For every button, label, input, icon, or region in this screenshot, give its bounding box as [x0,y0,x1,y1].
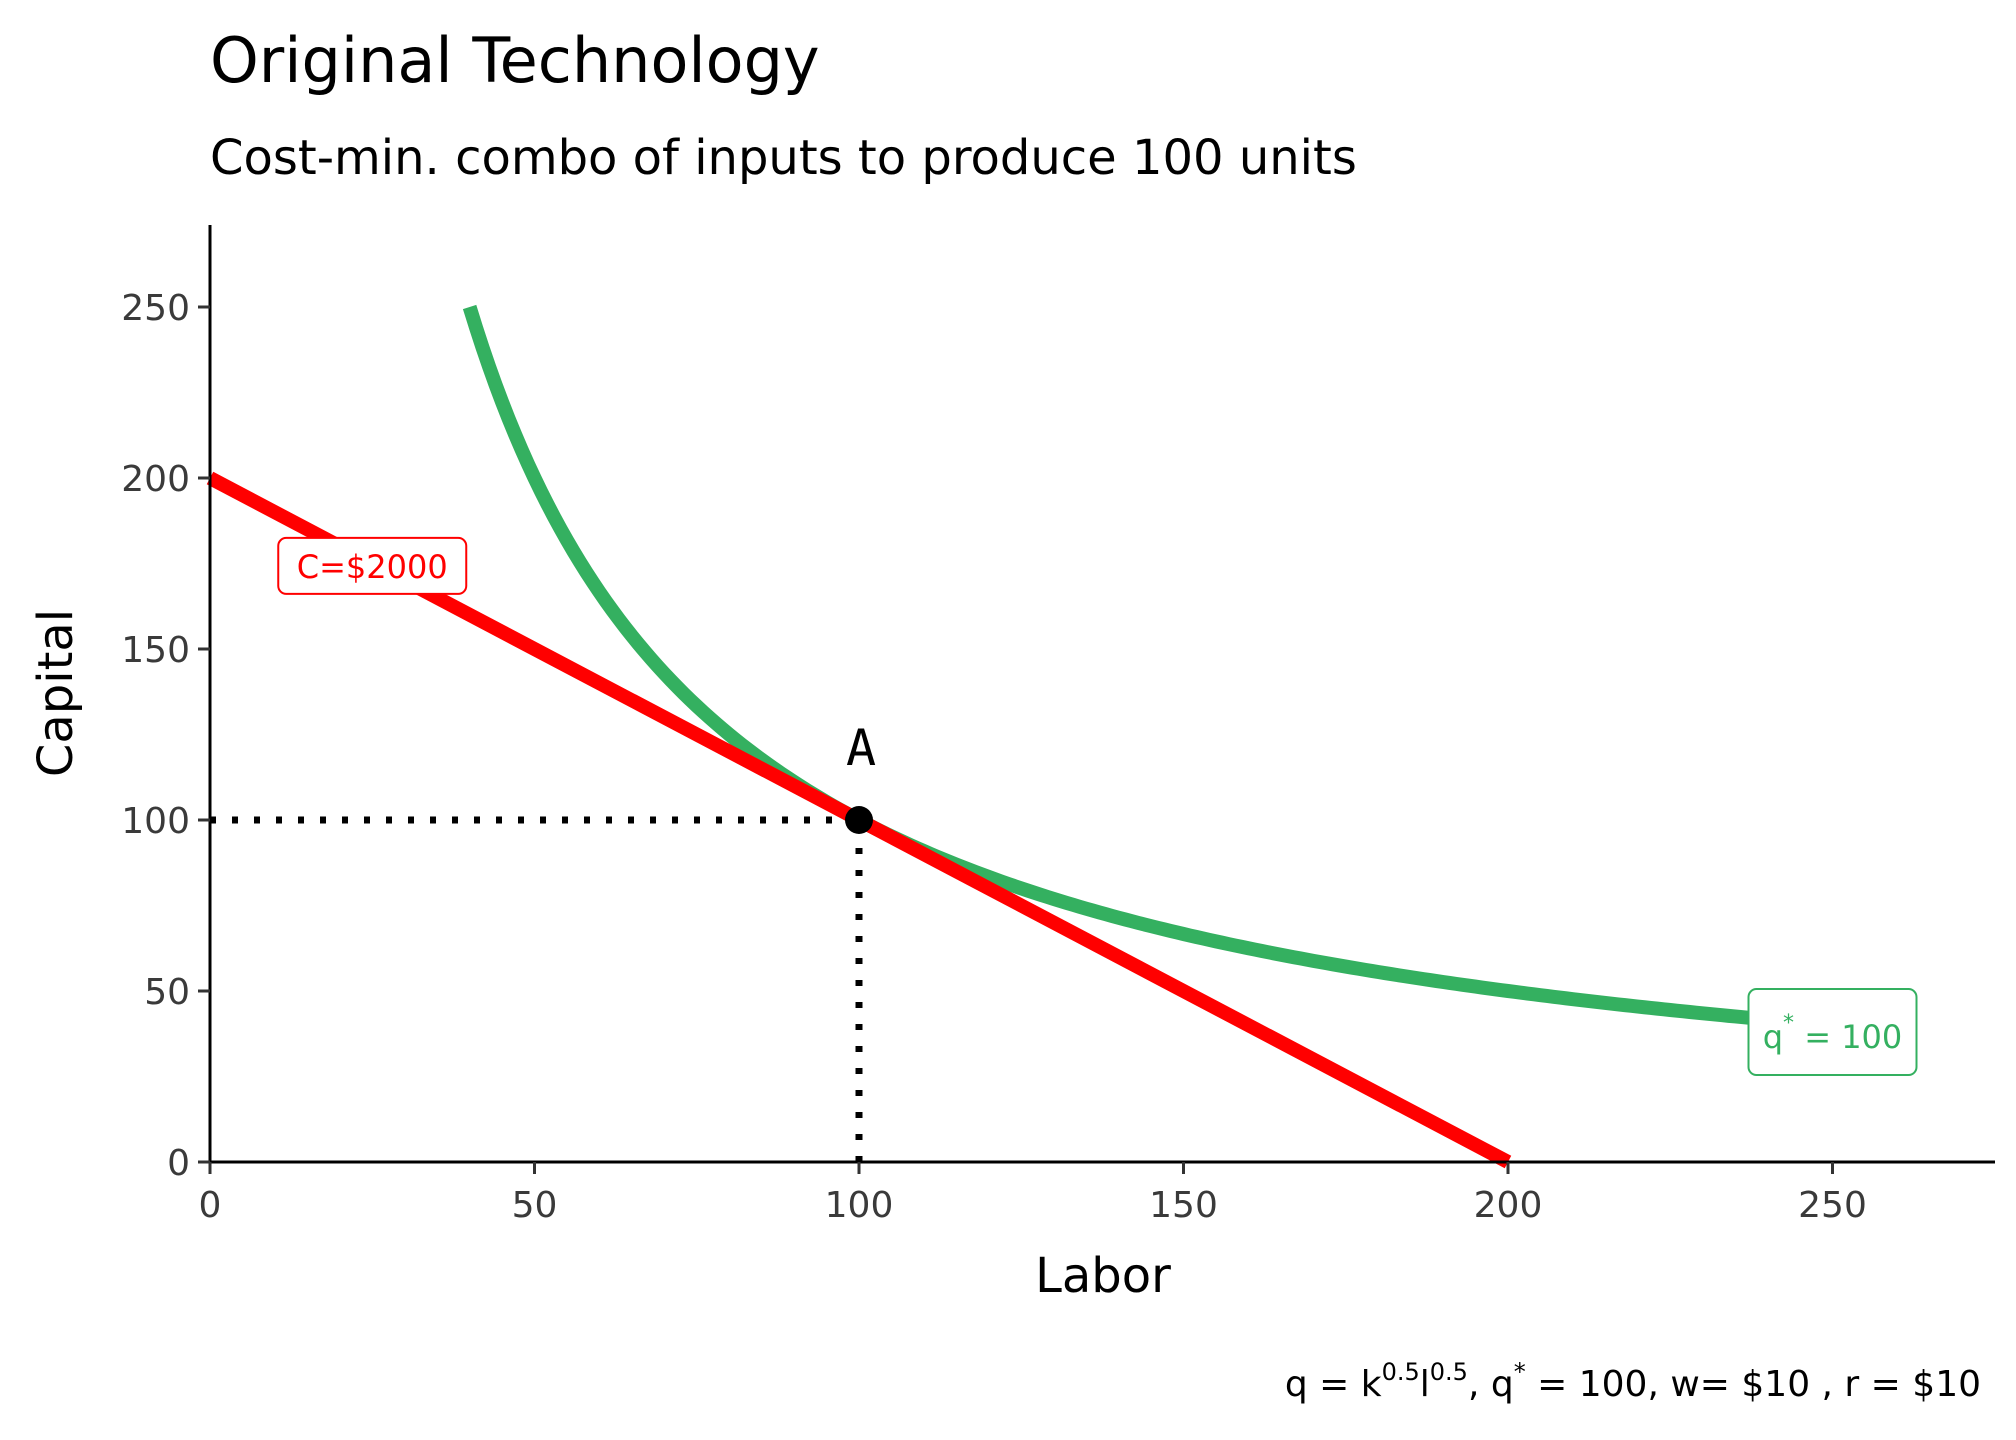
point-a-marker [845,806,873,834]
x-tick-label: 200 [1474,1185,1543,1226]
y-tick-label: 250 [121,288,190,329]
y-tick-label: 100 [121,801,190,842]
caption-rest: = 100, w= $10 , r = $10 [1526,1364,1981,1405]
x-tick-label: 250 [1798,1185,1867,1226]
x-tick-label: 0 [199,1185,222,1226]
y-tick-label: 200 [121,459,190,500]
caption-l: l [1420,1364,1430,1405]
caption-qstar: , q [1468,1364,1514,1405]
isoquant-label: q* = 100 [1763,1011,1903,1056]
chart-title: Original Technology [210,24,820,97]
caption-star: * [1514,1358,1526,1386]
x-axis-title: Labor [1035,1248,1171,1304]
isoquant-label-box [1747,988,1918,1077]
caption-q: q = k [1285,1364,1382,1405]
plot-area: A C=$2000 q* = 100 [206,304,1918,1169]
y-tick-label: 150 [121,630,190,671]
y-tick-label: 50 [144,972,190,1013]
x-tick-label: 100 [825,1185,894,1226]
caption-exp-k: 0.5 [1382,1358,1420,1386]
y-tick-label: 0 [167,1143,190,1184]
point-a-label: A [846,719,876,777]
chart-subtitle: Cost-min. combo of inputs to produce 100… [210,130,1357,186]
x-tick-label: 150 [1149,1185,1218,1226]
chart-caption: q = k0.5l0.5, q* = 100, w= $10 , r = $10 [1285,1358,1981,1405]
series-isoquant-line [462,304,1769,1027]
y-axis-title: Capital [28,609,84,777]
y-axis-ticks: 0 50 100 150 200 250 [121,288,210,1184]
x-tick-label: 50 [512,1185,558,1226]
caption-exp-l: 0.5 [1430,1358,1468,1386]
isocost-label-box [277,536,468,595]
x-axis-ticks: 0 50 100 150 200 250 [199,1162,1867,1226]
isocost-label: C=$2000 [297,548,448,586]
